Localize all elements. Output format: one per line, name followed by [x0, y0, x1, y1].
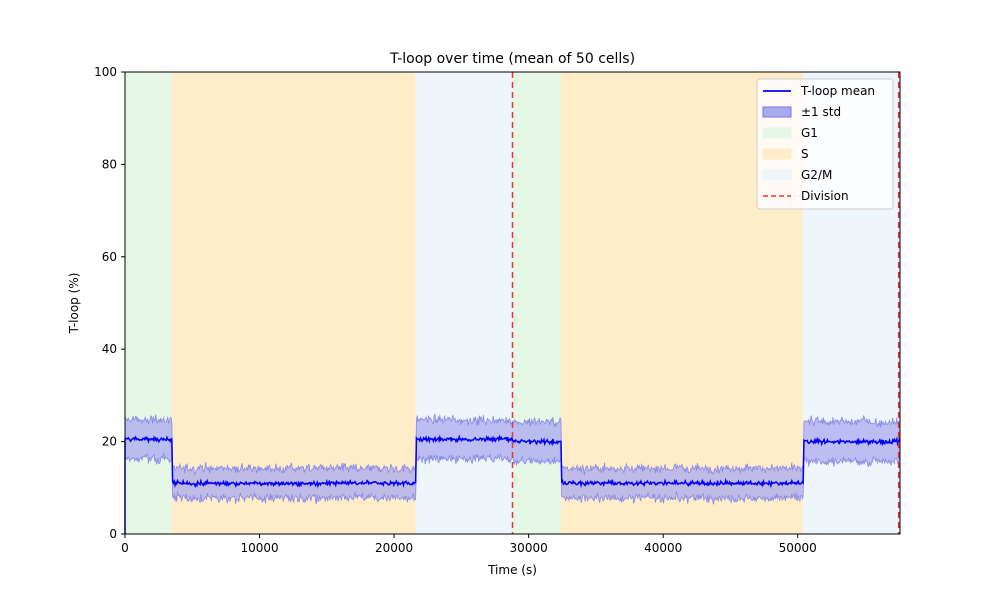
x-tick-label: 10000 [240, 541, 278, 555]
y-tick-label: 100 [94, 65, 117, 79]
legend-label: G2/M [801, 168, 832, 182]
phase-bands [125, 72, 900, 534]
x-tick-label: 40000 [644, 541, 682, 555]
legend-label: G1 [801, 126, 818, 140]
legend-label: T-loop mean [800, 84, 875, 98]
y-axis-label: T-loop (%) [67, 273, 81, 335]
legend-swatch-patch [762, 106, 792, 118]
division-lines [511, 72, 900, 534]
legend: T-loop mean ±1 std G1 S G2/M Division [756, 78, 894, 210]
y-tick-label: 60 [102, 250, 117, 264]
phase-band-g1 [512, 72, 561, 534]
y-tick-label: 80 [102, 157, 117, 171]
plot-frame [124, 71, 901, 535]
phase-band-g1 [125, 72, 173, 534]
legend-label: Division [801, 189, 849, 203]
legend-swatch-patch [762, 169, 792, 181]
x-tick-label: 30000 [510, 541, 548, 555]
y-tick-label: 20 [102, 435, 117, 449]
legend-label: S [801, 147, 809, 161]
chart-title: T-loop over time (mean of 50 cells) [389, 51, 635, 67]
phase-band-g2m [415, 72, 513, 534]
mean-line-path [124, 434, 901, 534]
x-axis-label: Time (s) [487, 563, 537, 577]
x-tick-label: 50000 [779, 541, 817, 555]
y-tick-label: 40 [102, 342, 117, 356]
phase-band-s [172, 72, 416, 534]
x-axis-ticks: 0 10000 20000 30000 40000 50000 [121, 534, 817, 555]
legend-swatch-patch [762, 148, 792, 160]
x-tick-label: 0 [121, 541, 129, 555]
mean-line [124, 434, 901, 534]
y-tick-label: 0 [109, 527, 117, 541]
y-axis-ticks: 0 20 40 60 80 100 [94, 65, 125, 541]
legend-swatch-patch [762, 127, 792, 139]
legend-label: ±1 std [801, 105, 841, 119]
x-tick-label: 20000 [375, 541, 413, 555]
